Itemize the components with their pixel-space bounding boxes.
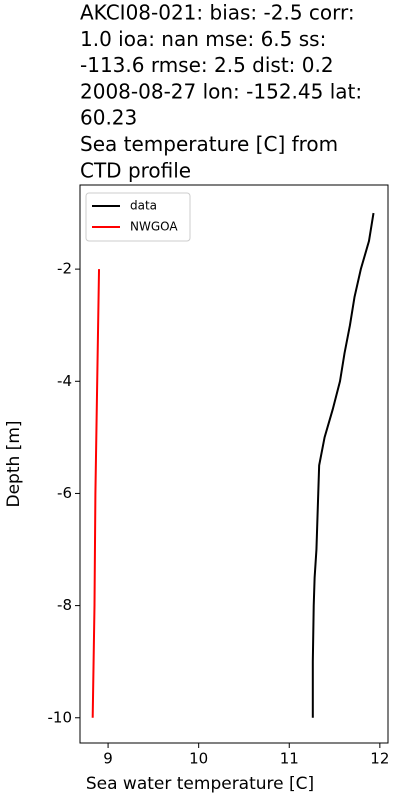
x-tick-label: 12 bbox=[370, 750, 389, 768]
chart-title: -113.6 rmse: 2.5 dist: 0.2 bbox=[80, 53, 334, 77]
x-tick-label: 9 bbox=[103, 750, 113, 768]
y-tick-label: -8 bbox=[57, 596, 72, 614]
legend-label: data bbox=[130, 199, 157, 213]
chart-title: CTD profile bbox=[80, 158, 191, 182]
x-tick-label: 10 bbox=[189, 750, 208, 768]
chart-title: Sea temperature [C] from bbox=[80, 132, 338, 156]
legend-label: NWGOA bbox=[130, 220, 178, 234]
x-axis-label: Sea water temperature [C] bbox=[86, 774, 314, 794]
data-line bbox=[311, 212, 375, 718]
x-tick-label: 11 bbox=[280, 750, 299, 768]
chart-title: AKCI08-021: bias: -2.5 corr: bbox=[80, 1, 355, 25]
chart-title: 1.0 ioa: nan mse: 6.5 ss: bbox=[80, 27, 326, 51]
plot-frame bbox=[79, 184, 389, 744]
y-tick-label: -4 bbox=[57, 372, 72, 390]
data-line bbox=[91, 269, 101, 718]
chart-title: 60.23 bbox=[80, 106, 137, 130]
y-axis-label: Depth [m] bbox=[4, 420, 24, 507]
y-tick-label: -10 bbox=[48, 708, 73, 726]
y-tick-label: -6 bbox=[57, 484, 72, 502]
y-tick-label: -2 bbox=[57, 260, 72, 278]
chart-title: 2008-08-27 lon: -152.45 lat: bbox=[80, 79, 362, 103]
